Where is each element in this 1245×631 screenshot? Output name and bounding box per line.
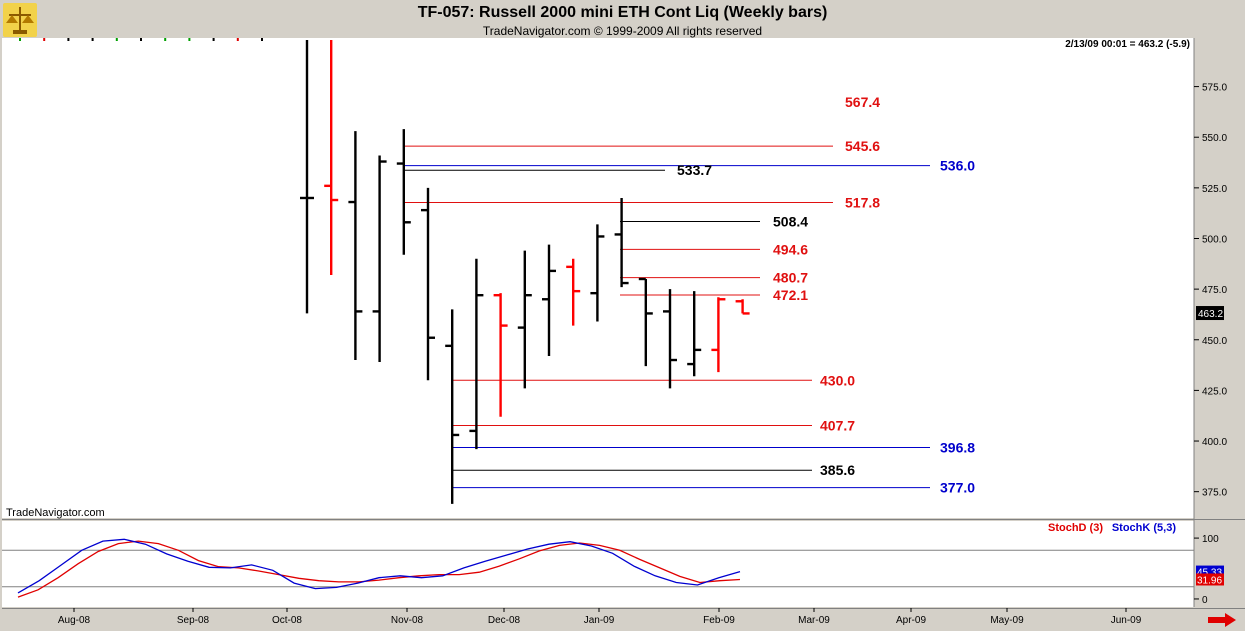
price-bar[interactable] (372, 155, 387, 363)
level-label: 396.8 (940, 440, 975, 456)
price-bar[interactable] (638, 277, 653, 367)
price-bar[interactable] (735, 299, 750, 315)
price-tick-label: 425.0 (1202, 386, 1227, 397)
price-bar[interactable] (614, 197, 629, 288)
price-tick-label: 500.0 (1202, 234, 1227, 245)
date-tick-label: Nov-08 (391, 615, 424, 626)
level-label: 480.7 (773, 270, 808, 286)
level-label: 385.6 (820, 462, 855, 478)
date-tick-label: Dec-08 (488, 615, 521, 626)
level-label: 517.8 (845, 194, 880, 210)
tradenavigator-logo (3, 3, 37, 37)
date-tick-label: Sep-08 (177, 615, 210, 626)
legend-stochk: StochK (5,3) (1112, 522, 1177, 534)
price-bar[interactable] (590, 224, 605, 322)
chart-subtitle: TradeNavigator.com © 1999-2009 All right… (482, 24, 763, 38)
price-bar[interactable] (300, 40, 314, 314)
stochastic-panel[interactable] (2, 521, 1194, 607)
stochk-line (17, 538, 741, 594)
watermark-text: TradeNavigator.com (6, 507, 105, 519)
stoch-tick-label: 0 (1202, 595, 1208, 606)
price-bar[interactable] (663, 289, 677, 389)
price-bar[interactable] (445, 309, 460, 504)
price-tick-label: 450.0 (1202, 336, 1227, 347)
date-tick-label: Jun-09 (1111, 615, 1142, 626)
level-label: 377.0 (940, 480, 975, 496)
price-bar[interactable] (711, 297, 726, 373)
date-tick-label: Apr-09 (896, 615, 926, 626)
price-tick-label: 575.0 (1202, 83, 1227, 94)
price-tick-label: 475.0 (1202, 285, 1227, 296)
legend-stochd: StochD (3) (1048, 522, 1103, 534)
date-tick-label: Feb-09 (703, 615, 735, 626)
date-tick-label: Oct-08 (272, 615, 302, 626)
scroll-right-arrow-icon[interactable] (1207, 613, 1237, 627)
price-bar[interactable] (566, 258, 581, 326)
level-label: 545.6 (845, 138, 880, 154)
price-bar[interactable] (493, 293, 508, 417)
stoch-last-box (1196, 573, 1224, 586)
price-tick-label: 550.0 (1202, 133, 1227, 144)
price-bar[interactable] (517, 250, 532, 389)
level-label: 567.4 (845, 94, 880, 110)
last-quote-text: 2/13/09 00:01 = 463.2 (-5.9) (1065, 39, 1190, 50)
price-bar[interactable] (348, 131, 363, 361)
level-label: 407.7 (820, 417, 855, 433)
price-tick-label: 375.0 (1202, 488, 1227, 499)
price-bar[interactable] (687, 291, 702, 377)
last-price-box (1196, 306, 1224, 321)
last-price-label: 463.2 (1198, 309, 1223, 320)
price-bar[interactable] (396, 129, 411, 255)
level-label: 536.0 (940, 158, 975, 174)
level-label: 533.7 (677, 162, 712, 178)
price-tick-label: 400.0 (1202, 437, 1227, 448)
stoch-last-label: 45.33 (1197, 568, 1222, 579)
level-label: 508.4 (773, 213, 808, 229)
stoch-tick-label: 100 (1202, 534, 1219, 545)
stochd-line (17, 540, 741, 598)
date-tick-label: May-09 (990, 615, 1024, 626)
price-bar[interactable] (469, 258, 484, 450)
level-label: 494.6 (773, 241, 808, 257)
date-tick-label: Jan-09 (584, 615, 615, 626)
level-label: 472.1 (773, 287, 808, 303)
price-bar[interactable] (324, 40, 339, 275)
level-label: 430.0 (820, 372, 855, 388)
price-bar[interactable] (421, 187, 435, 381)
date-tick-label: Mar-09 (798, 615, 830, 626)
date-tick-label: Aug-08 (58, 615, 91, 626)
stoch-last-label: 31.96 (1197, 575, 1222, 586)
chart-title: TF-057: Russell 2000 mini ETH Cont Liq (… (417, 4, 828, 21)
price-bar[interactable] (542, 244, 556, 356)
price-tick-label: 525.0 (1202, 184, 1227, 195)
